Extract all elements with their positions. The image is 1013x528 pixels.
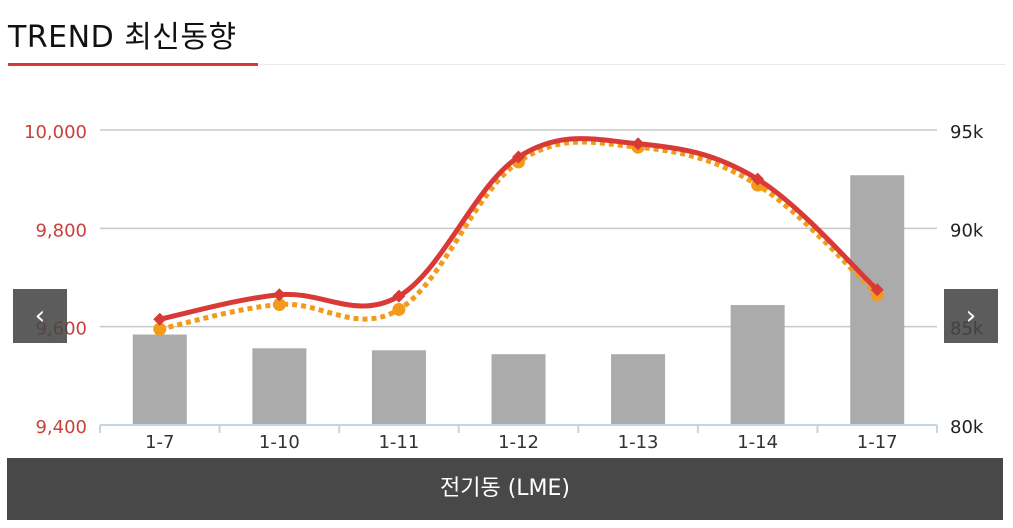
volume-bar	[491, 354, 546, 425]
trend-chart: 9,4009,6009,80010,00080k85k90k95k1-71-10…	[24, 122, 984, 453]
right-axis-tick-label: 90k	[950, 220, 984, 241]
right-axis-tick-label: 95k	[950, 122, 984, 143]
chevron-left-icon: ‹	[34, 301, 46, 331]
x-axis-tick-label: 1-14	[737, 432, 778, 453]
volume-bar	[252, 348, 307, 425]
x-axis-tick-label: 1-11	[378, 432, 419, 453]
series-point-diamond	[751, 172, 765, 186]
header-divider	[258, 64, 1005, 65]
series-point-circle	[272, 298, 286, 312]
commodity-label-bar[interactable]: 전기동 (LME)	[7, 458, 1003, 520]
x-axis-tick-label: 1-17	[857, 432, 898, 453]
next-slide-button[interactable]: ›	[944, 289, 998, 343]
series-point-diamond	[153, 312, 167, 326]
title-underline	[8, 63, 258, 66]
chevron-right-icon: ›	[965, 301, 977, 331]
volume-bar	[371, 350, 426, 425]
page-title: TREND 최신동향	[8, 20, 237, 55]
section-header: TREND 최신동향	[0, 0, 1005, 66]
series-point-diamond	[392, 289, 406, 303]
left-axis-tick-label: 9,400	[35, 417, 87, 438]
x-axis-tick-label: 1-12	[498, 432, 539, 453]
series-point-diamond	[512, 150, 525, 164]
left-axis-tick-label: 9,800	[35, 220, 87, 241]
series-point-diamond	[870, 283, 884, 297]
left-axis-tick-label: 10,000	[24, 122, 87, 143]
volume-bar	[730, 305, 785, 425]
x-axis-tick-label: 1-13	[618, 432, 659, 453]
series-point-diamond	[272, 288, 286, 302]
series-point-circle	[392, 302, 406, 316]
right-axis-tick-label: 80k	[950, 417, 984, 438]
volume-bar	[132, 334, 187, 425]
volume-bar	[611, 354, 666, 425]
series-point-diamond	[631, 137, 645, 151]
commodity-label: 전기동 (LME)	[439, 476, 571, 501]
series-point-circle	[153, 322, 167, 336]
x-axis-tick-label: 1-7	[145, 432, 174, 453]
prev-slide-button[interactable]: ‹	[13, 289, 67, 343]
x-axis-tick-label: 1-10	[259, 432, 300, 453]
series-line-dotted	[159, 139, 879, 332]
